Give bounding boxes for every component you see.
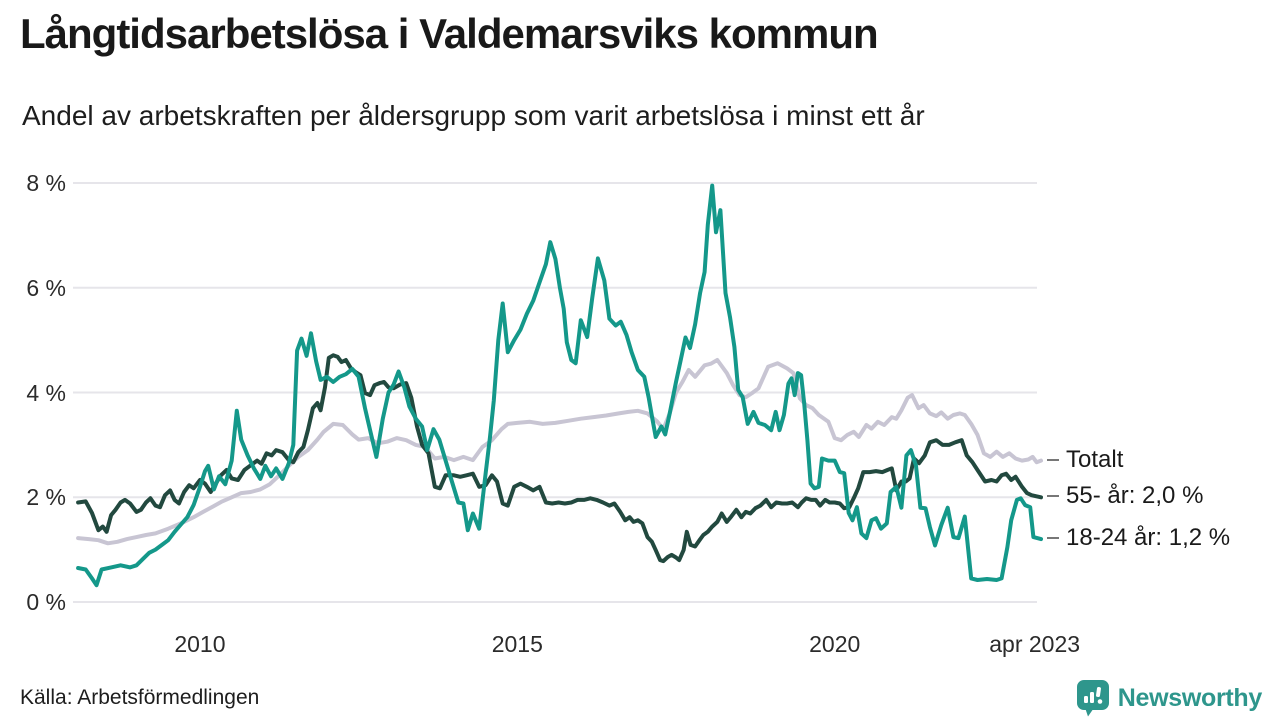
x-tick-2020: 2020 (809, 631, 861, 657)
y-tick-6: 6 % (26, 274, 66, 301)
series-line-Totalt (76, 358, 1043, 546)
chart-title: Långtidsarbetslösa i Valdemarsviks kommu… (20, 10, 879, 57)
y-tick-2: 2 % (26, 484, 66, 511)
newsworthy-wordmark: Newsworthy (1117, 683, 1263, 712)
x-tick-2010: 2010 (174, 631, 226, 657)
newsworthy-logo: Newsworthy (1076, 679, 1262, 717)
end-label-18-24-år: 18-24 år: 1,2 % (1047, 524, 1230, 552)
end-label-text: Totalt (1066, 445, 1124, 473)
x-tick-apr-2023: apr 2023 (989, 631, 1081, 657)
chart-subtitle: Andel av arbetskraften per åldersgrupp s… (22, 100, 925, 131)
y-tick-4: 4 % (26, 379, 66, 406)
y-tick-8: 8 % (26, 170, 66, 196)
source-note: Källa: Arbetsförmedlingen (20, 686, 260, 709)
line-chart-plot (73, 182, 1043, 603)
end-label-Totalt: Totalt (1047, 446, 1123, 474)
label-connector-dash (1047, 495, 1059, 498)
newsworthy-icon (1076, 680, 1109, 717)
series-line-55--år (76, 353, 1043, 564)
label-connector-dash (1047, 458, 1059, 461)
end-label-text: 18-24 år: 1,2 % (1066, 524, 1231, 552)
series-line-18-24-år (76, 183, 1043, 588)
x-tick-2015: 2015 (491, 631, 543, 657)
y-tick-0: 0 % (26, 589, 66, 615)
label-connector-dash (1047, 537, 1059, 540)
end-label-55--år: 55- år: 2,0 % (1047, 482, 1203, 510)
end-label-text: 55- år: 2,0 % (1066, 482, 1204, 510)
